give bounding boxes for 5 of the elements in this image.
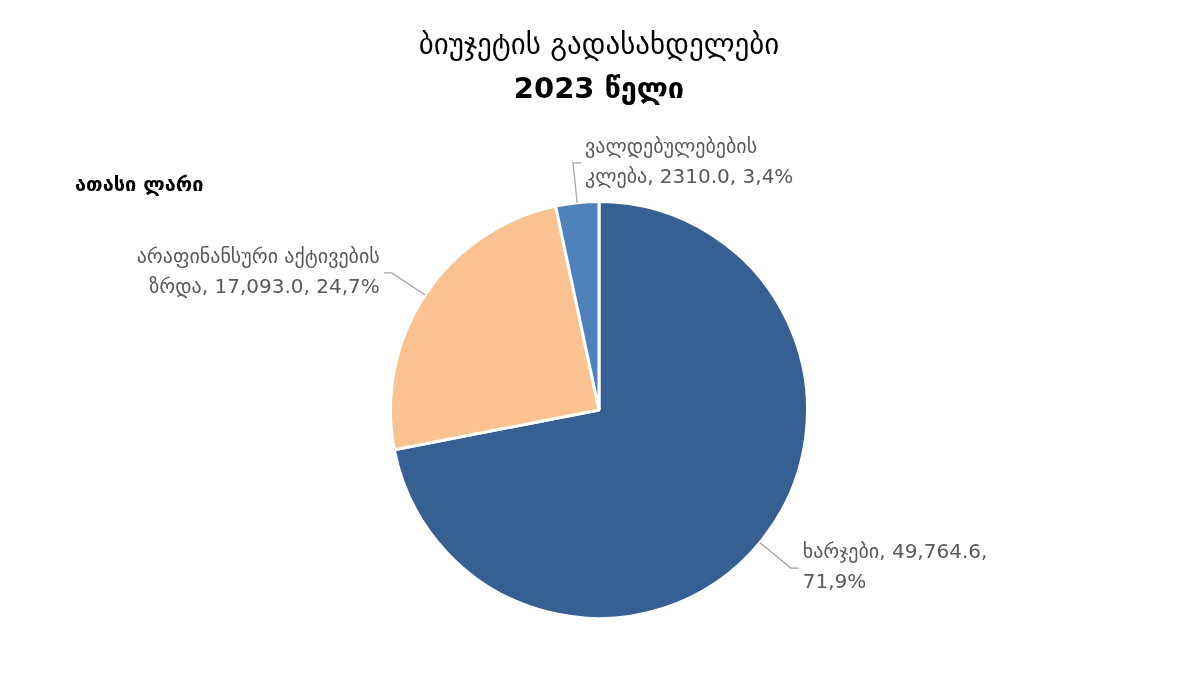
slice-label: არაფინანსური აქტივების ზრდა, 17,093.0, 24,7% <box>136 244 380 299</box>
text: ათასი ლარი <box>75 172 204 196</box>
slice-label: ხარჯები, 49,764.6, 71,9% <box>802 539 988 594</box>
slice-label: ვალდებულებების კლება, 2310.0, 3,4% <box>584 134 794 189</box>
chart-title: ბიუჯეტის გადასახდელები 2023 წელი <box>417 26 781 107</box>
